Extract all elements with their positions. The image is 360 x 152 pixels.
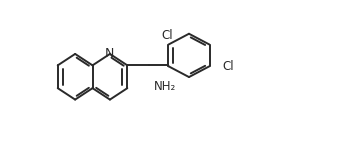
Text: Cl: Cl xyxy=(161,29,173,42)
Text: NH₂: NH₂ xyxy=(154,80,176,93)
Text: Cl: Cl xyxy=(222,60,234,73)
Text: N: N xyxy=(105,47,114,60)
